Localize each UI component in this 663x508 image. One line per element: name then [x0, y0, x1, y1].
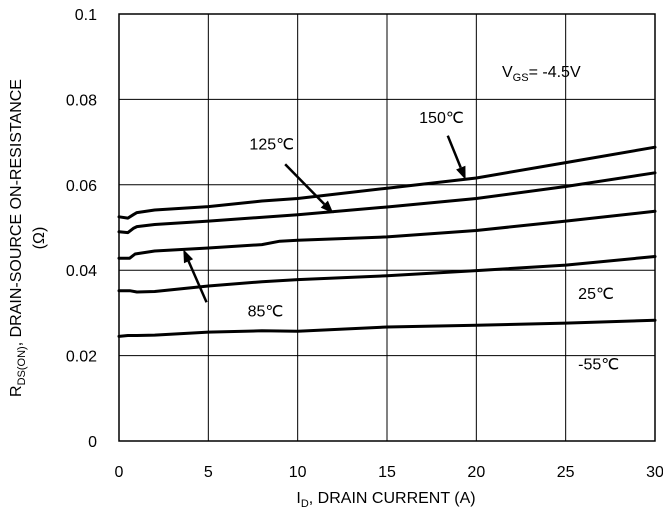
annotation-label: 150℃ — [419, 110, 464, 127]
annotation-label: -55℃ — [578, 356, 619, 373]
annotation-arrow-2 — [187, 260, 208, 303]
x-tick-label: 0 — [115, 464, 124, 481]
annotation-label: 25℃ — [578, 286, 614, 303]
annotation-labels: 150℃ 125℃ 85℃ 25℃ -55℃ — [248, 110, 620, 373]
x-tick-label: 25 — [557, 464, 575, 481]
y-tick-label: 0.04 — [66, 263, 97, 280]
y-axis-unit: (Ω) — [31, 227, 48, 250]
y-axis-title-pre: R — [8, 385, 25, 397]
series-line-4 — [117, 318, 657, 338]
series-lines — [117, 145, 657, 338]
annotation-label: 125℃ — [249, 136, 294, 153]
series-line-2 — [117, 209, 657, 260]
annotation-arrowhead-0 — [456, 165, 466, 180]
plot-frame — [118, 13, 656, 442]
series-line-0 — [117, 145, 657, 220]
x-tick-label: 20 — [467, 464, 485, 481]
x-axis-title-sub: D — [301, 498, 309, 508]
annotation-label: 85℃ — [248, 303, 284, 320]
y-tick-label: 0.02 — [66, 349, 97, 366]
x-axis-title-rest: , DRAIN CURRENT (A) — [309, 490, 476, 507]
annotation-arrows — [183, 135, 466, 303]
condition-sub: GS — [513, 72, 529, 84]
grid — [119, 14, 655, 441]
condition-rest: = -4.5V — [529, 64, 581, 81]
y-tick-label: 0.08 — [66, 92, 97, 109]
annotation-arrowhead-1 — [320, 200, 334, 214]
x-tick-labels: 0 5 10 15 20 25 30 — [115, 464, 663, 481]
y-axis-title-sub: DS(ON) — [16, 346, 28, 385]
y-tick-label: 0.1 — [75, 7, 97, 24]
y-tick-label: 0 — [88, 434, 97, 451]
annotation-arrow-1 — [284, 163, 326, 206]
y-axis-title: RDS(ON), DRAIN-SOURCE ON-RESISTANCE — [8, 79, 28, 397]
condition-pre: V — [502, 64, 513, 81]
annotation-arrow-0 — [446, 135, 462, 169]
y-tick-label: 0.06 — [66, 178, 97, 195]
series-line-3 — [117, 255, 657, 294]
x-tick-label: 10 — [289, 464, 307, 481]
y-tick-labels: 0 0.02 0.04 0.06 0.08 0.1 — [66, 7, 97, 451]
x-axis-title-main: I — [296, 490, 300, 507]
x-tick-label: 5 — [204, 464, 213, 481]
x-axis-title: ID, DRAIN CURRENT (A) — [296, 490, 475, 508]
condition-label: VGS= -4.5V — [502, 64, 581, 84]
annotation-arrowhead-2 — [183, 249, 194, 264]
x-tick-label: 30 — [646, 464, 663, 481]
series-line-1 — [117, 171, 657, 235]
y-axis-title-rest: , DRAIN-SOURCE ON-RESISTANCE — [8, 79, 25, 346]
x-tick-label: 15 — [378, 464, 396, 481]
